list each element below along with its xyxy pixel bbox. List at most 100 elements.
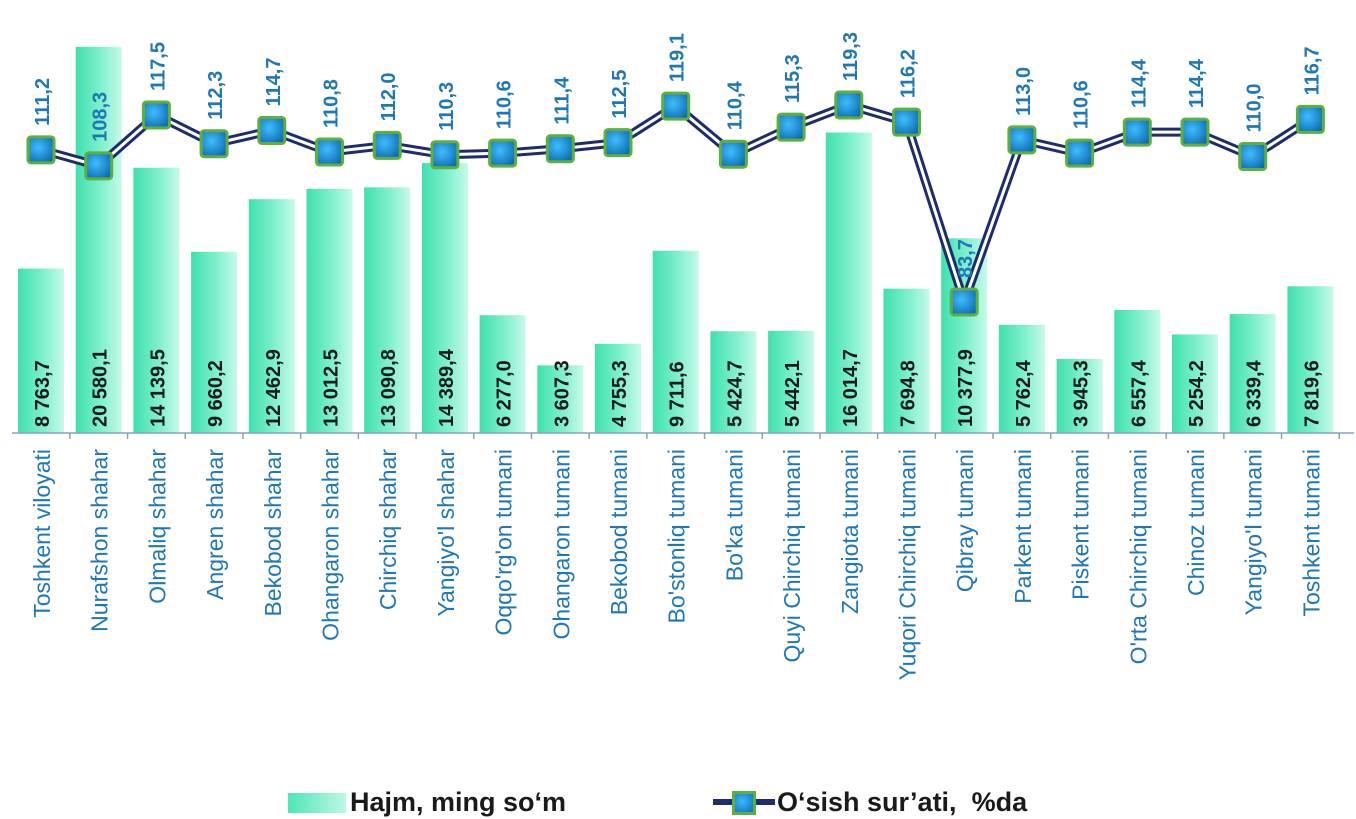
bar-value-label-2: 14 139,5 [147,349,169,427]
bar-7 [421,163,468,433]
bar-value-label-7: 14 389,4 [436,348,458,427]
bar-value-label-0: 8 763,7 [32,360,54,427]
category-label-5: Ohangaron shahar [318,449,344,641]
growth-value-label-4: 114,7 [263,58,285,107]
category-label-14: Zangiota tumani [837,449,863,614]
legend-bar-label: Hajm, ming so‘m [350,787,567,817]
growth-value-label-3: 112,3 [205,71,227,120]
growth-marker-10 [603,128,633,158]
bar-10 [595,343,641,433]
growth-marker-13 [776,112,806,142]
legend-line-label: O‘sish sur’ati, %da [777,787,1028,817]
legend-bar-entry: Hajm, ming so‘m [288,786,566,819]
bar-value-label-11: 9 711,6 [667,361,689,427]
category-label-7: Yangiyo'l shahar [433,449,459,617]
growth-marker-2 [141,100,171,130]
bar-value-label-5: 13 012,5 [321,349,343,427]
bar-value-label-22: 7 819,6 [1301,360,1323,427]
growth-marker-14 [834,90,864,120]
growth-marker-8 [488,138,518,168]
bar-value-label-6: 13 090,8 [378,349,400,427]
category-label-1: Nurafshon shahar [87,449,113,632]
growth-marker-7 [430,140,460,170]
bar-value-label-16: 10 377,9 [955,349,977,427]
bar-6 [364,187,411,433]
growth-value-label-14: 119,3 [840,32,862,81]
bar-4 [248,199,295,433]
growth-marker-1 [84,151,114,181]
bar-value-label-1: 20 580,1 [90,349,112,427]
bar-0 [18,268,64,433]
category-label-17: Parkent tumani [1010,449,1036,604]
growth-marker-21 [1238,141,1268,171]
growth-value-label-9: 111,4 [551,76,573,125]
category-label-8: Oqqo'rg'on tumani [491,449,517,636]
growth-marker-3 [199,129,229,159]
growth-marker-18 [1065,138,1095,168]
bar-19 [1114,309,1161,433]
growth-value-label-22: 116,7 [1301,46,1323,95]
growth-marker-12 [718,139,748,169]
category-label-10: Bekobod tumani [606,449,632,615]
growth-marker-5 [315,137,344,167]
category-label-0: Toshkent viloyati [29,449,55,618]
category-label-16: Qibray tumani [952,449,978,592]
bar-1 [75,46,122,434]
category-label-6: Chirchiq shahar [375,449,401,610]
bar-value-label-8: 6 277,0 [494,360,516,427]
category-label-2: Olmaliq shahar [144,449,170,604]
bar-value-label-17: 5 762,4 [1013,359,1035,427]
bar-21 [1229,314,1276,433]
bar-value-label-18: 3 945,3 [1071,360,1093,427]
bar-value-label-15: 7 694,8 [898,360,920,427]
category-label-21: Yangiyo'l tumani [1241,449,1267,615]
growth-value-label-5: 110,8 [321,79,343,128]
growth-value-label-0: 111,2 [32,78,54,126]
bar-8 [479,315,526,433]
category-label-11: Bo'stonliq tumani [664,449,690,623]
growth-value-label-20: 114,4 [1186,58,1208,108]
category-label-19: O'rta Chirchiq tumani [1125,449,1151,664]
growth-value-label-18: 110,6 [1071,80,1093,129]
bar-value-label-4: 12 462,9 [263,349,285,427]
category-labels: Toshkent viloyati Nurafshon shahar Olmaliq… [29,449,1324,681]
bar-3 [191,251,238,433]
bar-value-label-20: 5 254,2 [1186,360,1208,427]
bar-18 [1056,358,1103,433]
growth-value-label-21: 110,0 [1244,84,1266,133]
bar-22 [1287,286,1334,433]
bar-value-label-9: 3 607,3 [551,360,573,427]
growth-value-label-19: 114,4 [1128,58,1150,108]
bar-13 [768,330,815,433]
growth-marker-19 [1122,117,1152,147]
bar-value-label-21: 6 339,4 [1244,359,1266,427]
bar-9 [537,365,584,433]
growth-value-label-7: 110,3 [436,82,458,131]
bar-14 [825,132,872,433]
line-layer: 111,2 108,3 117,5 112,3 114,7 110,8 112,0 110,3… [26,32,1325,317]
legend-line-swatch [713,790,775,816]
growth-marker-22 [1295,104,1325,134]
category-label-18: Piskent tumani [1068,449,1094,600]
growth-value-label-16: 83,7 [955,239,977,278]
growth-value-label-10: 112,5 [609,70,631,119]
bar-15 [883,288,930,433]
bar-value-label-13: 5 442,1 [782,360,804,427]
category-label-9: Ohangaron tumani [548,449,574,640]
category-label-13: Quyi Chirchiq tumani [779,449,805,662]
bars-layer: 8 763,7 20 580,1 14 139,5 9 660,2 12 462,9 13… [18,46,1334,434]
bar-17 [998,324,1045,433]
growth-value-label-6: 112,0 [378,72,400,121]
growth-marker-6 [372,130,402,160]
bar-value-label-19: 6 557,4 [1128,359,1150,427]
legend-line-entry: O‘sish sur’ati, %da [713,786,1027,819]
category-label-3: Angren shahar [202,449,228,600]
growth-value-label-13: 115,3 [782,54,804,103]
category-label-12: Bo'ka tumani [721,449,747,581]
growth-marker-17 [1007,125,1037,155]
bar-20 [1172,334,1218,433]
legend-bar-swatch [288,792,346,813]
growth-marker-15 [892,107,921,137]
growth-marker-9 [545,134,575,164]
